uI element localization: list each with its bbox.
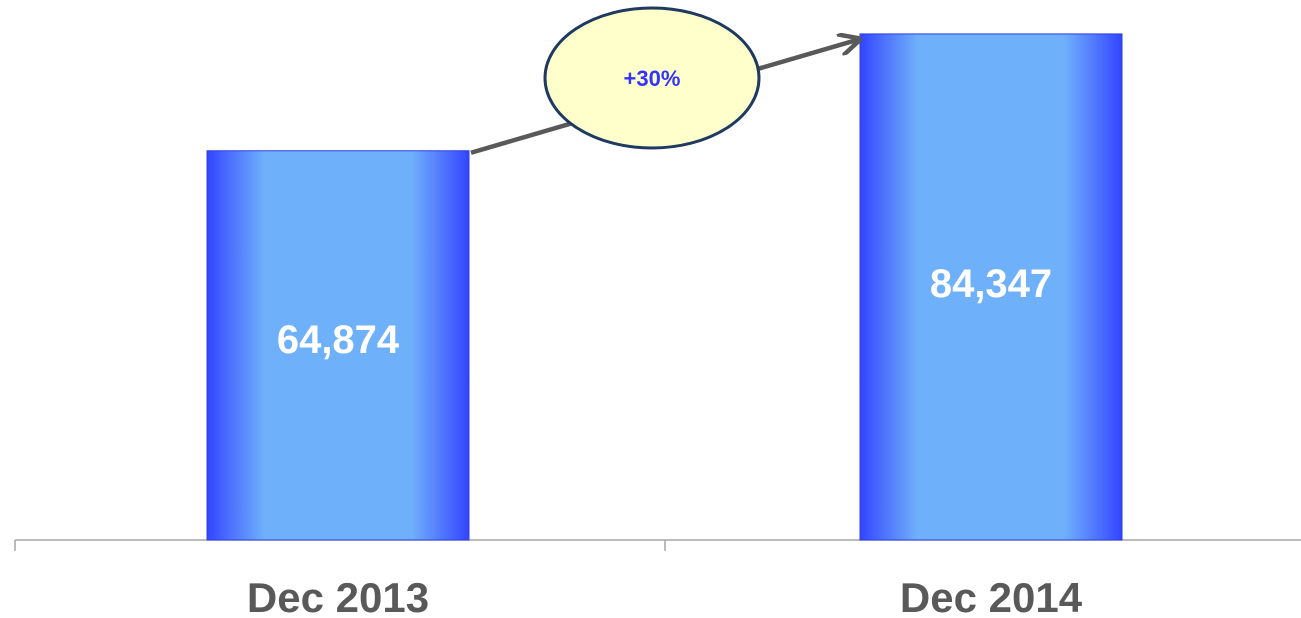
- value-label-dec-2013: 64,874: [277, 318, 400, 362]
- bar-dec-2014: [859, 33, 1123, 541]
- bar-dec-2013: [206, 150, 470, 541]
- bars: [206, 33, 1123, 541]
- category-label-dec-2013: Dec 2013: [247, 574, 429, 618]
- growth-callout: +30%: [470, 6, 857, 155]
- growth-callout-bubble: [543, 6, 761, 150]
- category-labels: Dec 2013 Dec 2014: [247, 574, 1083, 618]
- x-axis: [14, 539, 1301, 551]
- value-labels: 64,874 84,347: [277, 262, 1052, 362]
- category-label-dec-2014: Dec 2014: [900, 574, 1083, 618]
- value-label-dec-2014: 84,347: [930, 262, 1052, 306]
- growth-callout-text: +30%: [624, 66, 681, 91]
